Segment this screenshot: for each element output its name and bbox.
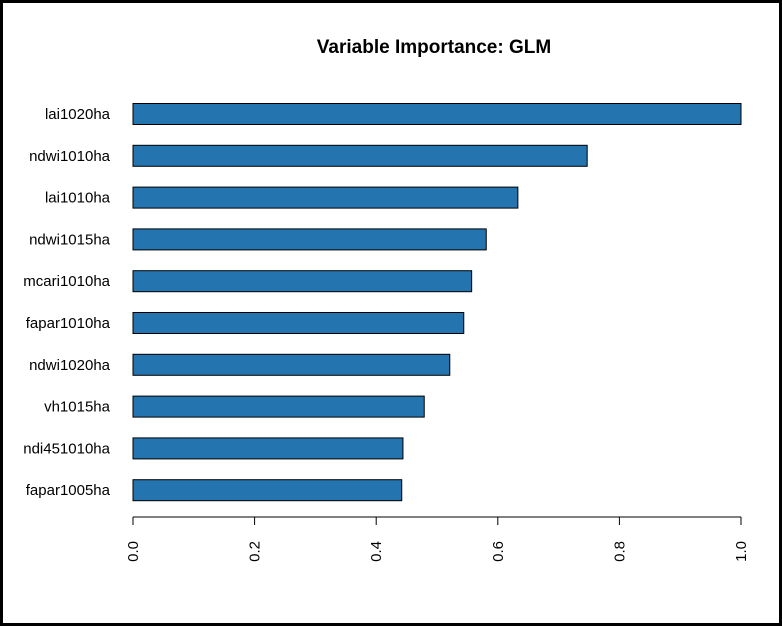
bar-lai1020ha [132, 103, 742, 125]
x-tick-label-0.8: 0.8 [611, 541, 628, 562]
category-label-vh1015ha: vh1015ha [44, 399, 111, 416]
category-label-ndwi1010ha: ndwi1010ha [29, 148, 111, 165]
category-label-ndwi1020ha: ndwi1020ha [29, 357, 111, 374]
bar-ndwi1020ha [132, 353, 451, 376]
category-label-ndwi1015ha: ndwi1015ha [29, 231, 111, 248]
x-axis: 0.0 0.2 0.4 0.6 0.8 1.0 [125, 516, 750, 562]
x-tick-label-0.2: 0.2 [247, 541, 264, 562]
x-tick-label-0.6: 0.6 [490, 541, 507, 562]
bar-lai1010ha [132, 186, 519, 209]
category-labels-group: lai1020ha ndwi1010ha lai1010ha ndwi1015ha mc… [23, 106, 110, 499]
category-label-fapar1010ha: fapar1010ha [26, 315, 111, 332]
bar-fapar1010ha [132, 312, 465, 334]
category-label-ndi451010ha: ndi451010ha [23, 440, 110, 457]
category-label-mcari1010ha: mcari1010ha [23, 273, 110, 290]
bar-fapar1005ha [132, 479, 403, 502]
bar-mcari1010ha [132, 270, 473, 293]
bar-ndi451010ha [132, 437, 404, 460]
x-tick-label-1.0: 1.0 [733, 541, 750, 562]
bar-ndwi1010ha [132, 144, 588, 167]
x-tick-label-0.4: 0.4 [368, 541, 385, 562]
bars-group [132, 103, 742, 502]
category-label-lai1010ha: lai1010ha [45, 190, 111, 207]
bar-ndwi1015ha [132, 228, 487, 251]
category-label-fapar1005ha: fapar1005ha [26, 482, 111, 499]
x-tick-label-0.0: 0.0 [125, 541, 142, 562]
bar-vh1015ha [132, 395, 425, 418]
chart-title: Variable Importance: GLM [317, 37, 551, 58]
category-label-lai1020ha: lai1020ha [45, 106, 111, 123]
